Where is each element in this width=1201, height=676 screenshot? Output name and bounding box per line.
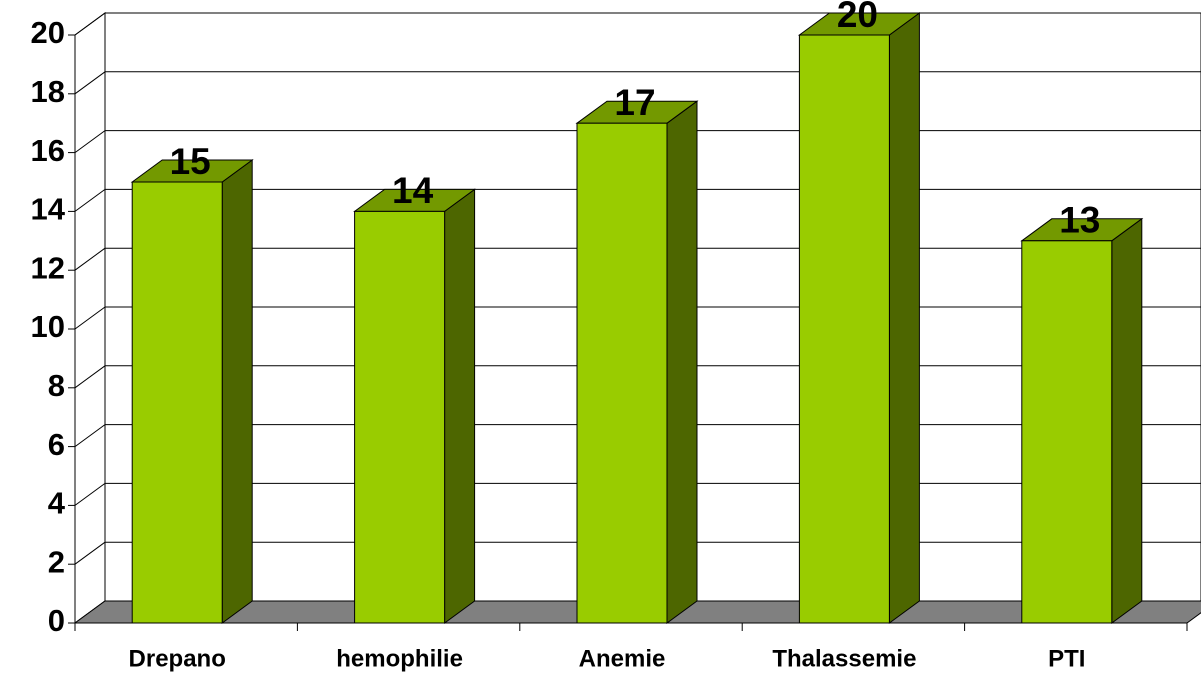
bar (354, 210, 446, 624)
y-tick-label: 14 (31, 192, 66, 227)
grid-line-side (74, 188, 106, 212)
bar-side (666, 100, 698, 624)
value-label: 13 (1059, 200, 1100, 241)
grid-line-side (74, 12, 106, 36)
bar-side (888, 12, 920, 624)
y-tick-label: 4 (48, 486, 66, 521)
value-label: 15 (170, 141, 211, 182)
x-tick-label: Anemie (579, 645, 666, 672)
grid-line-side (74, 306, 106, 330)
grid-line-side (74, 541, 106, 565)
grid-line-side (74, 424, 106, 448)
x-tick-label: PTI (1048, 645, 1085, 672)
x-tick-label: Drepano (129, 645, 226, 672)
grid-line-side (74, 482, 106, 506)
x-tick-label: Thalassemie (772, 645, 916, 672)
grid-line-side (74, 365, 106, 389)
bar-side (221, 159, 253, 624)
value-label: 17 (614, 82, 655, 123)
bar-side (1111, 217, 1143, 624)
y-tick-label: 20 (31, 15, 65, 50)
y-tick-label: 10 (31, 309, 65, 344)
y-tick-label: 12 (31, 250, 65, 285)
bar (798, 34, 890, 624)
grid-line-side (74, 247, 106, 271)
y-tick-label: 8 (48, 368, 65, 403)
y-tick-label: 6 (48, 427, 65, 462)
bar (576, 122, 668, 624)
value-label: 14 (392, 170, 434, 211)
y-tick-label: 0 (48, 603, 65, 638)
grid-line-side (74, 130, 106, 154)
y-tick-label: 16 (31, 133, 65, 168)
y-tick-label: 18 (31, 74, 65, 109)
bar (1021, 240, 1113, 624)
y-tick-label: 2 (48, 544, 65, 579)
value-label: 20 (837, 0, 878, 35)
bar-side (444, 188, 476, 624)
grid-line-side (74, 71, 106, 95)
x-tick-label: hemophilie (336, 645, 463, 672)
bar (131, 181, 223, 624)
